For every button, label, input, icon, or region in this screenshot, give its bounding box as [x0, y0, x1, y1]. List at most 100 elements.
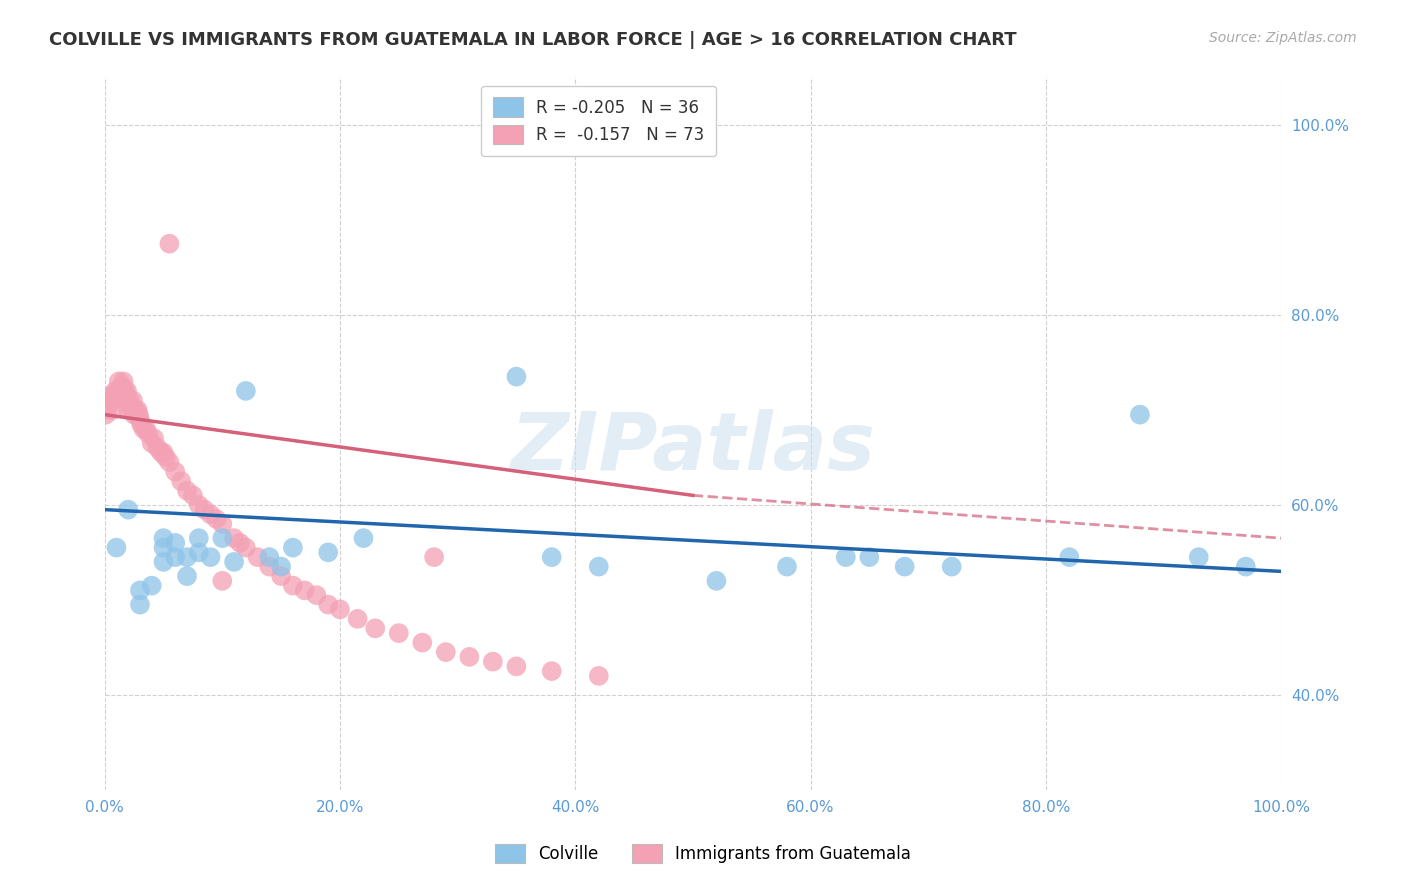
Point: [346, 612, 368, 626]
Point: [104, 384, 127, 398]
Point: [893, 559, 915, 574]
Point: [101, 403, 124, 417]
Point: [211, 516, 233, 531]
Point: [1059, 550, 1081, 565]
Point: [146, 441, 169, 455]
Point: [127, 403, 149, 417]
Point: [125, 408, 148, 422]
Point: [150, 445, 173, 459]
Point: [246, 550, 269, 565]
Point: [117, 502, 139, 516]
Point: [122, 408, 145, 422]
Point: [235, 541, 257, 555]
Point: [152, 445, 174, 459]
Point: [98, 393, 121, 408]
Point: [107, 384, 129, 398]
Point: [97, 398, 120, 412]
Point: [858, 550, 880, 565]
Legend: R = -0.205   N = 36, R =  -0.157   N = 73: R = -0.205 N = 36, R = -0.157 N = 73: [481, 86, 716, 156]
Point: [505, 659, 527, 673]
Point: [505, 369, 527, 384]
Point: [103, 393, 125, 408]
Point: [122, 393, 145, 408]
Point: [194, 502, 217, 516]
Point: [108, 384, 131, 398]
Point: [458, 649, 481, 664]
Point: [129, 598, 152, 612]
Point: [294, 583, 316, 598]
Point: [124, 403, 146, 417]
Point: [211, 574, 233, 588]
Point: [588, 559, 610, 574]
Point: [353, 531, 375, 545]
Point: [176, 483, 198, 498]
Point: [110, 389, 132, 403]
Point: [222, 555, 245, 569]
Point: [170, 474, 193, 488]
Point: [96, 403, 118, 417]
Point: [165, 465, 187, 479]
Point: [835, 550, 858, 565]
Point: [141, 436, 163, 450]
Point: [1234, 559, 1257, 574]
Point: [1188, 550, 1211, 565]
Point: [157, 455, 180, 469]
Point: [152, 531, 174, 545]
Point: [112, 375, 135, 389]
Text: ZIPatlas: ZIPatlas: [510, 409, 876, 487]
Point: [316, 598, 339, 612]
Point: [143, 431, 166, 445]
Point: [411, 635, 433, 649]
Point: [776, 559, 799, 574]
Point: [129, 583, 152, 598]
Point: [211, 531, 233, 545]
Point: [434, 645, 457, 659]
Point: [114, 384, 136, 398]
Point: [155, 450, 177, 465]
Point: [540, 550, 562, 565]
Point: [181, 488, 204, 502]
Point: [100, 389, 122, 403]
Point: [187, 498, 209, 512]
Point: [129, 412, 152, 426]
Text: COLVILLE VS IMMIGRANTS FROM GUATEMALA IN LABOR FORCE | AGE > 16 CORRELATION CHAR: COLVILLE VS IMMIGRANTS FROM GUATEMALA IN…: [49, 31, 1017, 49]
Point: [540, 664, 562, 678]
Point: [270, 569, 292, 583]
Point: [588, 669, 610, 683]
Point: [136, 426, 159, 441]
Point: [117, 403, 139, 417]
Point: [157, 236, 180, 251]
Point: [111, 379, 134, 393]
Legend: Colville, Immigrants from Guatemala: Colville, Immigrants from Guatemala: [484, 832, 922, 875]
Point: [423, 550, 446, 565]
Text: Source: ZipAtlas.com: Source: ZipAtlas.com: [1209, 31, 1357, 45]
Point: [176, 569, 198, 583]
Point: [259, 559, 281, 574]
Point: [141, 579, 163, 593]
Point: [121, 403, 143, 417]
Point: [165, 536, 187, 550]
Point: [118, 393, 141, 408]
Point: [941, 559, 963, 574]
Point: [259, 550, 281, 565]
Point: [706, 574, 728, 588]
Point: [94, 408, 117, 422]
Point: [105, 541, 128, 555]
Point: [115, 389, 138, 403]
Point: [316, 545, 339, 559]
Point: [305, 588, 328, 602]
Point: [388, 626, 411, 640]
Point: [1129, 408, 1152, 422]
Point: [281, 541, 304, 555]
Point: [187, 531, 209, 545]
Point: [115, 384, 138, 398]
Point: [187, 545, 209, 559]
Point: [105, 389, 128, 403]
Point: [200, 508, 222, 522]
Point: [364, 621, 387, 635]
Point: [229, 536, 252, 550]
Point: [222, 531, 245, 545]
Point: [128, 408, 150, 422]
Point: [152, 555, 174, 569]
Point: [132, 422, 155, 436]
